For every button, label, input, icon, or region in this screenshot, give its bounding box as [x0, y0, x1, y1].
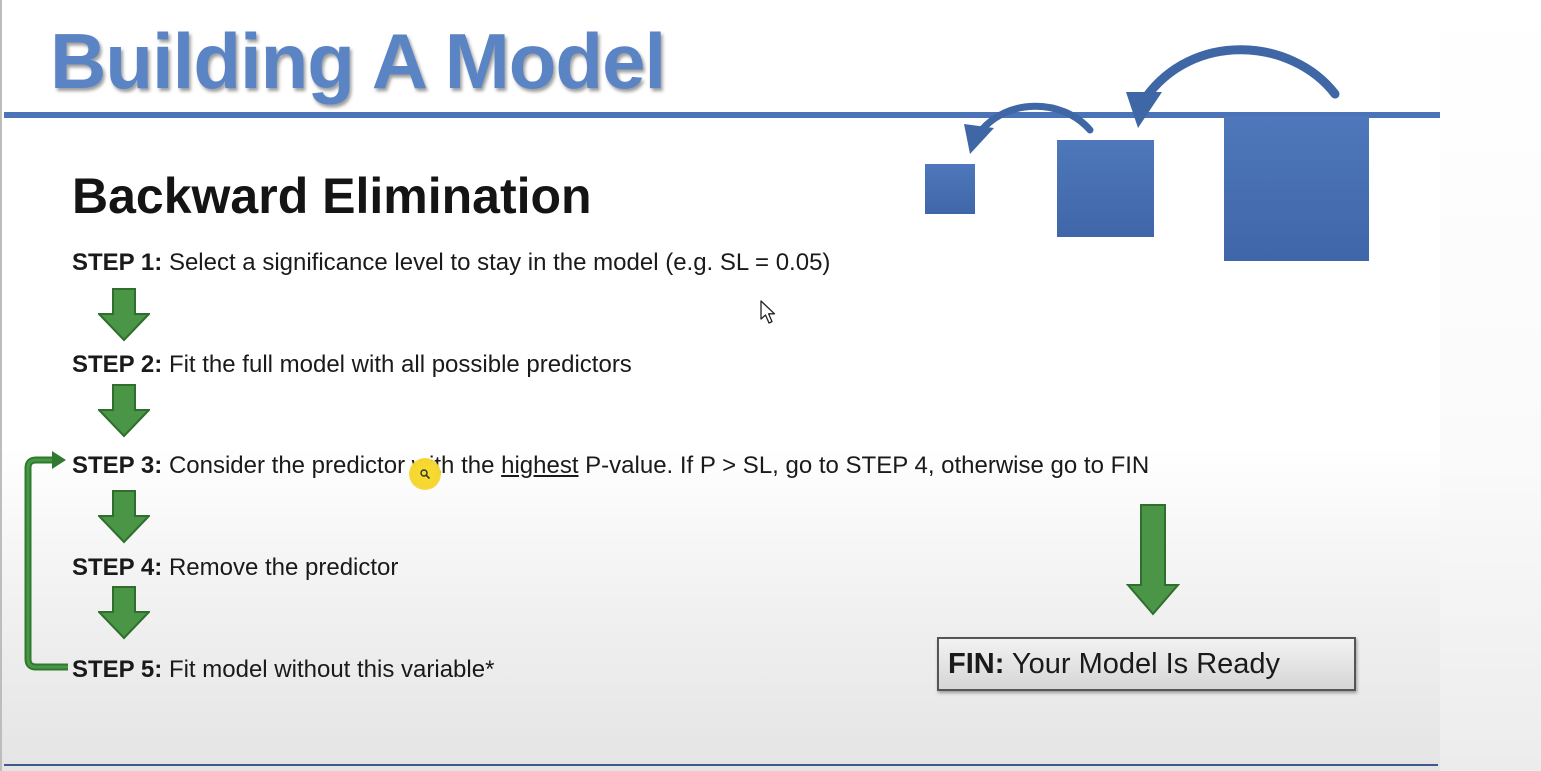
step-text: Consider the predictor with the: [168, 452, 502, 479]
step-text-emphasis: highest: [501, 452, 579, 479]
step-text: Fit model without this variable*: [168, 656, 495, 683]
fin-label: FIN:: [948, 648, 1005, 680]
down-arrow-icon: [98, 288, 150, 342]
down-arrow-icon: [98, 384, 150, 438]
step-text: P-value. If P > SL, go to STEP 4, otherw…: [578, 452, 1150, 479]
magnifier-icon: [420, 469, 430, 479]
mouse-cursor-icon: [760, 300, 776, 324]
medium-square: [1057, 140, 1154, 237]
small-square: [925, 164, 975, 214]
slide-gutter: [1440, 0, 1541, 771]
step-label: STEP 2:: [72, 351, 163, 378]
footer-divider: [4, 764, 1438, 766]
down-arrow-icon: [98, 490, 150, 544]
curved-arrow-icon: [964, 102, 1094, 154]
large-square: [1224, 116, 1369, 261]
fin-box: FIN: Your Model Is Ready: [937, 637, 1356, 691]
step-text: Fit the full model with all possible pre…: [168, 351, 632, 378]
down-arrow-icon: [1125, 504, 1181, 616]
step-label: STEP 4:: [72, 554, 163, 581]
step-label: STEP 1:: [72, 249, 163, 276]
step-4: STEP 4: Remove the predictor: [72, 553, 398, 583]
step-label: STEP 3:: [72, 452, 163, 479]
cursor-highlight: [409, 458, 441, 490]
loop-arrow-icon: [24, 451, 68, 671]
page-title: Building A Model: [50, 17, 666, 105]
step-label: STEP 5:: [72, 656, 163, 683]
title-divider: [4, 112, 1440, 118]
step-1: STEP 1: Select a significance level to s…: [72, 248, 830, 278]
step-text: Remove the predictor: [168, 554, 399, 581]
step-5: STEP 5: Fit model without this variable*: [72, 655, 494, 685]
step-text: Select a significance level to stay in t…: [168, 249, 831, 276]
step-2: STEP 2: Fit the full model with all poss…: [72, 350, 632, 380]
down-arrow-icon: [98, 586, 150, 640]
section-title: Backward Elimination: [72, 168, 592, 224]
fin-text: Your Model Is Ready: [1011, 648, 1281, 680]
step-3: STEP 3: Consider the predictor with the …: [72, 451, 1149, 481]
curved-arrow-icon: [1126, 45, 1340, 128]
